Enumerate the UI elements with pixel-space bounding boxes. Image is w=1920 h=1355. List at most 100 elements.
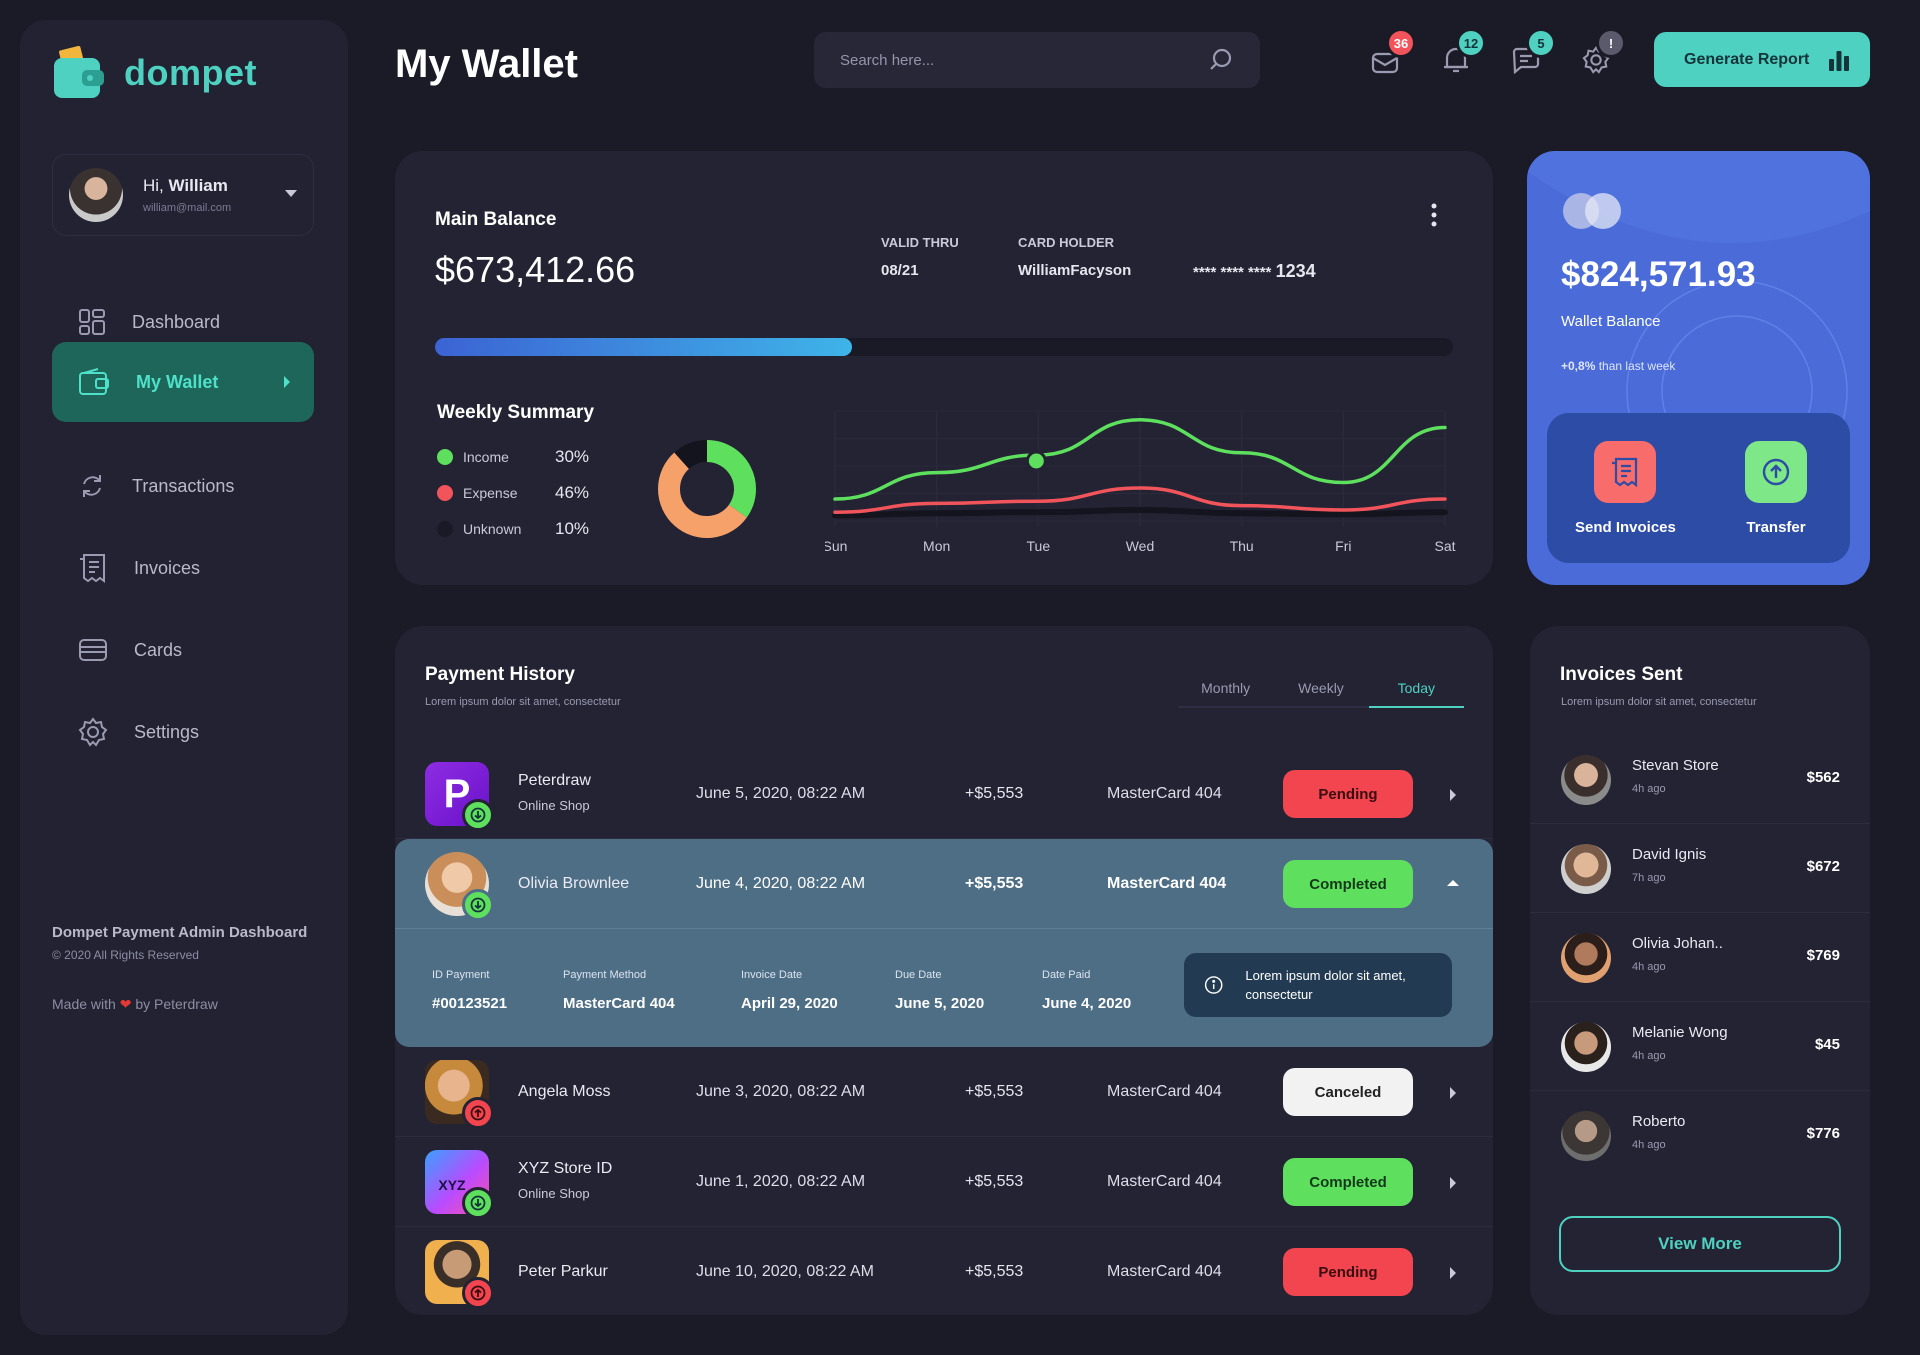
mail-button[interactable]: 36 (1362, 28, 1416, 84)
message-count-badge: 5 (1526, 28, 1556, 58)
valid-thru-value: 08/21 (881, 262, 919, 279)
table-row[interactable]: Peter Parkur June 10, 2020, 08:22 AM +$5… (395, 1227, 1493, 1315)
card-holder-value: WilliamFacyson (1018, 262, 1132, 279)
weekly-line-chart: Sun Mon Tue Wed Thu Fri Sat (825, 410, 1456, 554)
list-item[interactable]: Olivia Johan.. 4h ago $769 (1530, 913, 1870, 1002)
chevron-right-icon[interactable] (1450, 1177, 1456, 1189)
search-bar[interactable] (814, 32, 1260, 88)
table-row[interactable]: XYZ XYZ Store ID Online Shop June 1, 202… (395, 1137, 1493, 1227)
search-icon[interactable] (1208, 47, 1234, 73)
status-badge[interactable]: Pending (1283, 770, 1413, 818)
view-more-button[interactable]: View More (1559, 1216, 1841, 1272)
invoices-sent-title: Invoices Sent (1560, 664, 1683, 685)
donut-slice-expense (658, 452, 747, 538)
settings-button[interactable]: ! (1572, 28, 1626, 84)
generate-report-button[interactable]: Generate Report (1654, 32, 1870, 87)
sidebar-item-transactions[interactable]: Transactions (52, 446, 314, 526)
sidebar-copyright: © 2020 All Rights Reserved (52, 948, 199, 962)
invoice-amount: $45 (1814, 1036, 1840, 1053)
notifications-button[interactable]: 12 (1432, 28, 1486, 84)
detail-label: ID Payment (432, 969, 490, 981)
invoice-time: 4h ago (1632, 783, 1666, 795)
list-item[interactable]: Stevan Store 4h ago $562 (1530, 735, 1870, 824)
outgoing-icon (462, 1097, 494, 1129)
wallet-balance-label: Wallet Balance (1561, 313, 1661, 330)
user-profile[interactable]: Hi, William william@mail.com (52, 154, 314, 236)
x-tick-label: Sun (825, 538, 847, 554)
tab-today[interactable]: Today (1368, 674, 1464, 708)
sidebar-item-cards[interactable]: Cards (52, 610, 314, 690)
transfer-label: Transfer (1746, 519, 1806, 536)
unknown-dot (437, 521, 453, 537)
wallet-logo-icon (54, 46, 104, 98)
payment-history-card: Payment History Lorem ipsum dolor sit am… (395, 626, 1493, 1315)
detail-label: Payment Method (563, 969, 647, 981)
detail-invoice-date: April 29, 2020 (741, 995, 838, 1012)
sidebar-item-invoices[interactable]: Invoices (52, 528, 314, 608)
expense-dot (437, 485, 453, 501)
row-date: June 4, 2020, 08:22 AM (696, 875, 866, 892)
chevron-right-icon[interactable] (1450, 1267, 1456, 1279)
send-invoices-label: Send Invoices (1575, 519, 1676, 536)
invoice-amount: $769 (1806, 947, 1840, 964)
tab-weekly[interactable]: Weekly (1298, 680, 1344, 696)
sidebar-item-dashboard[interactable]: Dashboard (52, 282, 314, 362)
invoices-sent-subtitle: Lorem ipsum dolor sit amet, consectetur (1561, 696, 1757, 708)
messages-button[interactable]: 5 (1502, 28, 1556, 84)
app-logo[interactable]: dompet (52, 46, 257, 100)
row-amount: +$5,553 (965, 1263, 1024, 1280)
avatar (1561, 1111, 1611, 1161)
card-number: **** **** **** 1234 (1193, 261, 1316, 281)
sidebar-item-label: Cards (134, 639, 183, 660)
row-date: June 5, 2020, 08:22 AM (696, 785, 866, 802)
payment-history-subtitle: Lorem ipsum dolor sit amet, consectetur (425, 696, 621, 708)
table-row[interactable]: Olivia Brownlee June 4, 2020, 08:22 AM +… (395, 839, 1493, 929)
chevron-up-icon[interactable] (1447, 880, 1459, 886)
status-badge[interactable]: Completed (1283, 860, 1413, 908)
list-item[interactable]: David Ignis 7h ago $672 (1530, 824, 1870, 913)
status-badge[interactable]: Completed (1283, 1158, 1413, 1206)
invoice-time: 4h ago (1632, 1139, 1666, 1151)
invoice-amount: $672 (1806, 858, 1840, 875)
status-badge[interactable]: Canceled (1283, 1068, 1413, 1116)
invoice-amount: $776 (1806, 1125, 1840, 1142)
row-method: MasterCard 404 (1107, 785, 1222, 802)
detail-date-paid: June 4, 2020 (1042, 995, 1132, 1012)
wallet-icon (79, 368, 109, 395)
row-date: June 1, 2020, 08:22 AM (696, 1173, 866, 1190)
dashboard-icon (79, 309, 105, 335)
highlight-point[interactable] (1025, 450, 1047, 472)
invoice-time: 4h ago (1632, 1050, 1666, 1062)
status-badge[interactable]: Pending (1283, 1248, 1413, 1296)
search-input[interactable] (840, 51, 1200, 69)
table-row[interactable]: Angela Moss June 3, 2020, 08:22 AM +$5,5… (395, 1047, 1493, 1137)
invoice-name: Stevan Store (1632, 757, 1719, 774)
gear-icon (78, 717, 108, 747)
row-amount: +$5,553 (965, 1083, 1024, 1100)
detail-id-payment: #00123521 (432, 995, 508, 1012)
detail-note: Lorem ipsum dolor sit amet, consectetur (1184, 953, 1452, 1017)
list-item[interactable]: Melanie Wong 4h ago $45 (1530, 1002, 1870, 1091)
chevron-right-icon[interactable] (1450, 789, 1456, 801)
invoice-name: Roberto (1632, 1113, 1686, 1130)
sidebar-item-my-wallet[interactable]: My Wallet (52, 342, 314, 422)
wallet-actions: Send Invoices Transfer (1547, 413, 1850, 563)
chevron-right-icon[interactable] (1450, 1087, 1456, 1099)
main-balance-amount: $673,412.66 (435, 249, 636, 290)
row-sub: Online Shop (518, 798, 590, 813)
transfer-button[interactable]: Transfer (1745, 441, 1807, 536)
transfer-icon-tile (1745, 441, 1807, 503)
invoice-time: 4h ago (1632, 961, 1666, 973)
list-item[interactable]: Roberto 4h ago $776 (1530, 1091, 1870, 1180)
avatar (1561, 933, 1611, 983)
tab-monthly[interactable]: Monthly (1201, 680, 1251, 696)
send-invoices-button[interactable]: Send Invoices (1575, 441, 1676, 536)
sidebar-item-settings[interactable]: Settings (52, 692, 314, 772)
chevron-down-icon[interactable] (285, 190, 297, 197)
sidebar-item-label: Settings (134, 721, 200, 742)
table-row[interactable]: P Peterdraw Online Shop June 5, 2020, 08… (395, 749, 1493, 839)
more-options-button[interactable] (1431, 203, 1437, 232)
heart-icon: ❤ (119, 996, 132, 1012)
bar-chart-icon (1829, 50, 1849, 71)
avatar (69, 168, 123, 222)
